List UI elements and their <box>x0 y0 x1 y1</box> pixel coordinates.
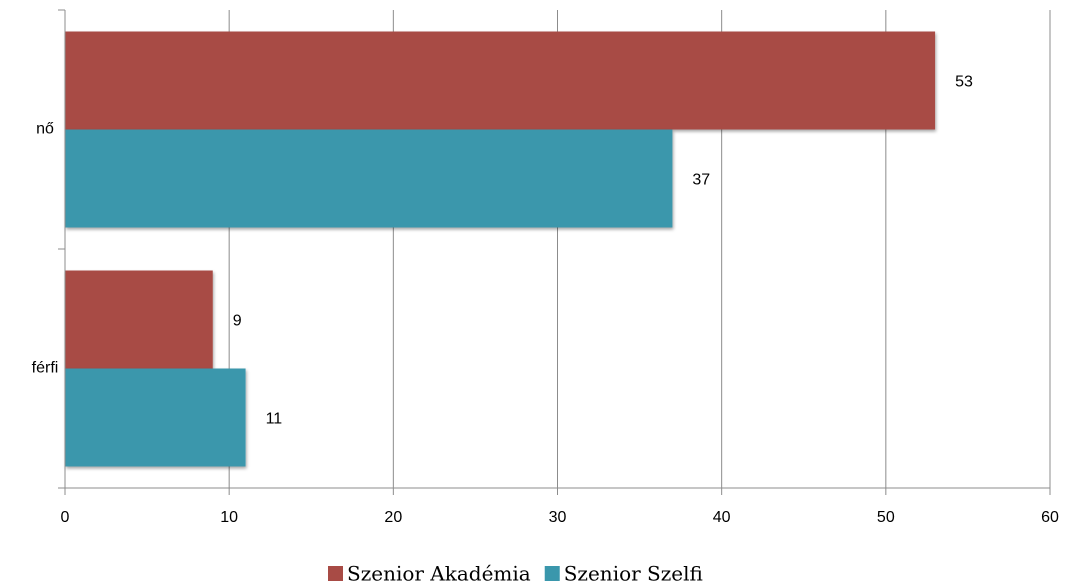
x-tick-label: 20 <box>384 509 402 526</box>
x-tick-label: 50 <box>877 509 895 526</box>
data-label: 11 <box>266 411 283 428</box>
y-tick-label: nő <box>36 121 54 138</box>
bar <box>65 31 936 130</box>
legend-swatch <box>328 566 343 581</box>
x-tick-label: 60 <box>1041 509 1059 526</box>
bars: 53 37 9 11 <box>65 31 973 467</box>
x-tick-label: 10 <box>220 509 238 526</box>
x-tick-label: 30 <box>549 509 567 526</box>
x-tick-label: 40 <box>713 509 731 526</box>
legend-label: Szenior Szelfi <box>564 562 703 586</box>
x-tick-label: 0 <box>61 509 70 526</box>
bar <box>65 129 673 228</box>
legend-swatch <box>544 566 560 581</box>
axes: 0 10 20 30 40 50 60 nő férfi <box>32 9 1059 526</box>
data-label: 9 <box>233 313 242 330</box>
data-label: 53 <box>955 74 973 91</box>
legend-label: Szenior Akadémia <box>347 562 531 586</box>
legend: Szenior Akadémia Szenior Szelfi <box>328 562 703 586</box>
y-tick-label: férfi <box>32 360 59 377</box>
bar <box>65 368 246 467</box>
data-label: 37 <box>692 172 710 189</box>
bar <box>65 270 213 369</box>
